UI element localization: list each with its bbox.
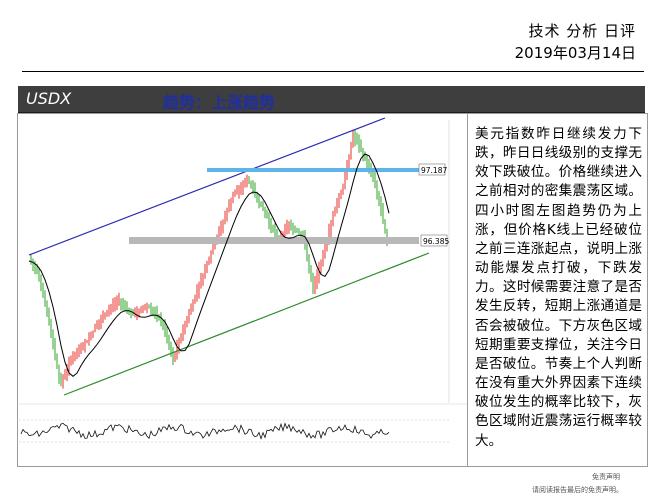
report-title: 技术 分析 日评	[528, 22, 636, 40]
header-divider	[22, 71, 644, 72]
column-divider	[467, 113, 468, 467]
moving-average-line	[28, 153, 390, 377]
content-frame	[17, 113, 648, 467]
disclaimer-title: 免责声明	[592, 473, 620, 481]
candles	[30, 129, 388, 389]
support-price-box	[420, 234, 448, 247]
analysis-commentary: 美元指数昨日继续发力下跌，昨日日线级别的支撑无效下跌破位。价格继续进入之前相对的…	[475, 126, 642, 449]
disclaimer-note: 请阅读报告最后的免责声明。	[532, 486, 623, 494]
support-band	[129, 237, 419, 244]
section-banner: USDX 趋势：上涨趋势	[18, 86, 645, 114]
lower-channel-line	[63, 252, 430, 396]
support-price-label: 96.385	[423, 237, 449, 246]
oscillator-line	[20, 422, 390, 440]
resistance-band	[207, 168, 419, 172]
instrument-symbol: USDX	[26, 89, 72, 108]
price-chart: 97.187 96.385	[19, 117, 467, 443]
trend-heading: 趋势：上涨趋势	[163, 93, 276, 112]
resistance-price-label: 97.187	[421, 166, 447, 175]
resistance-price-box	[418, 163, 446, 176]
report-date: 2019年03月14日	[514, 44, 636, 62]
upper-channel-line	[28, 117, 386, 256]
